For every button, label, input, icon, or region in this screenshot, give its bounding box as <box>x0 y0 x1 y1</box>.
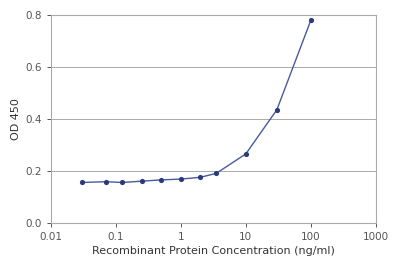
Point <box>119 180 125 184</box>
Point <box>308 18 314 22</box>
Point <box>158 178 164 182</box>
Point <box>178 177 184 181</box>
Point <box>274 108 280 112</box>
Point <box>79 180 85 184</box>
Point <box>138 179 145 183</box>
Point <box>243 152 249 156</box>
Point <box>102 180 109 184</box>
Y-axis label: OD 450: OD 450 <box>11 98 21 140</box>
X-axis label: Recombinant Protein Concentration (ng/ml): Recombinant Protein Concentration (ng/ml… <box>92 246 335 256</box>
Point <box>197 175 204 179</box>
Point <box>213 171 219 175</box>
